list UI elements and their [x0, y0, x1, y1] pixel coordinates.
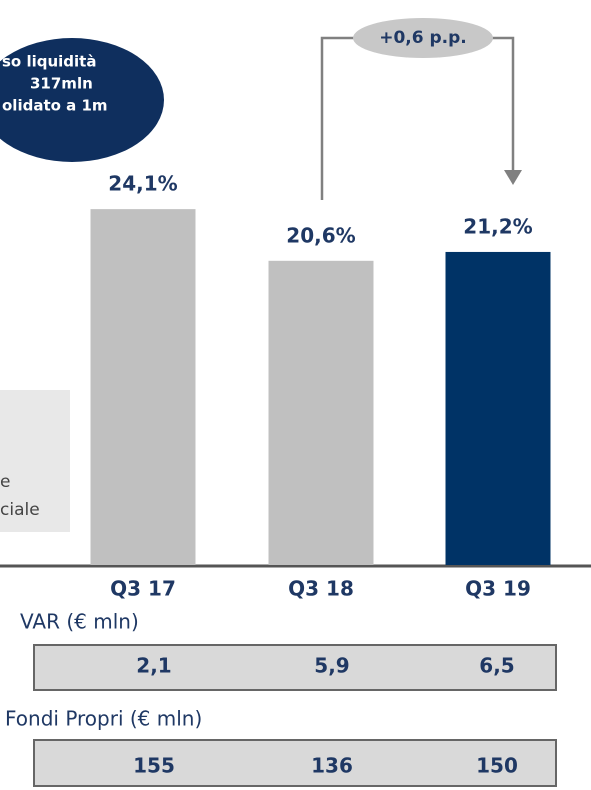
table-cell: 5,9	[314, 654, 349, 678]
table-cell: 6,5	[479, 654, 514, 678]
x-tick-label: Q3 18	[288, 577, 354, 601]
bubble	[0, 38, 164, 162]
value-label: 21,2%	[463, 214, 532, 238]
bar	[445, 251, 551, 566]
table-cell: 136	[311, 754, 353, 778]
x-tick-label: Q3 19	[465, 577, 531, 601]
bubble-text: so liquidità	[2, 53, 96, 71]
note-box	[0, 390, 70, 532]
bar	[268, 260, 374, 565]
note-text: ciale	[0, 500, 40, 520]
annotation-bubble	[353, 18, 493, 58]
table-title: Fondi Propri (€ mln)	[5, 707, 202, 731]
table-box	[33, 739, 557, 787]
table-cell: 2,1	[136, 654, 171, 678]
note-text: e	[0, 472, 10, 492]
bar	[90, 209, 196, 565]
connector	[320, 36, 515, 200]
table-cell: 155	[133, 754, 175, 778]
bubble-text: 317mln	[30, 75, 93, 93]
bubble-text: olidato a 1m	[2, 97, 108, 115]
annotation: +0,6 p.p.	[379, 28, 467, 48]
table-box	[33, 644, 557, 691]
value-label: 20,6%	[286, 223, 355, 247]
table-title: VAR (€ mln)	[20, 610, 139, 634]
arrow-head	[504, 170, 522, 185]
value-label: 24,1%	[108, 172, 177, 196]
table-cell: 150	[476, 754, 518, 778]
x-tick-label: Q3 17	[110, 577, 176, 601]
